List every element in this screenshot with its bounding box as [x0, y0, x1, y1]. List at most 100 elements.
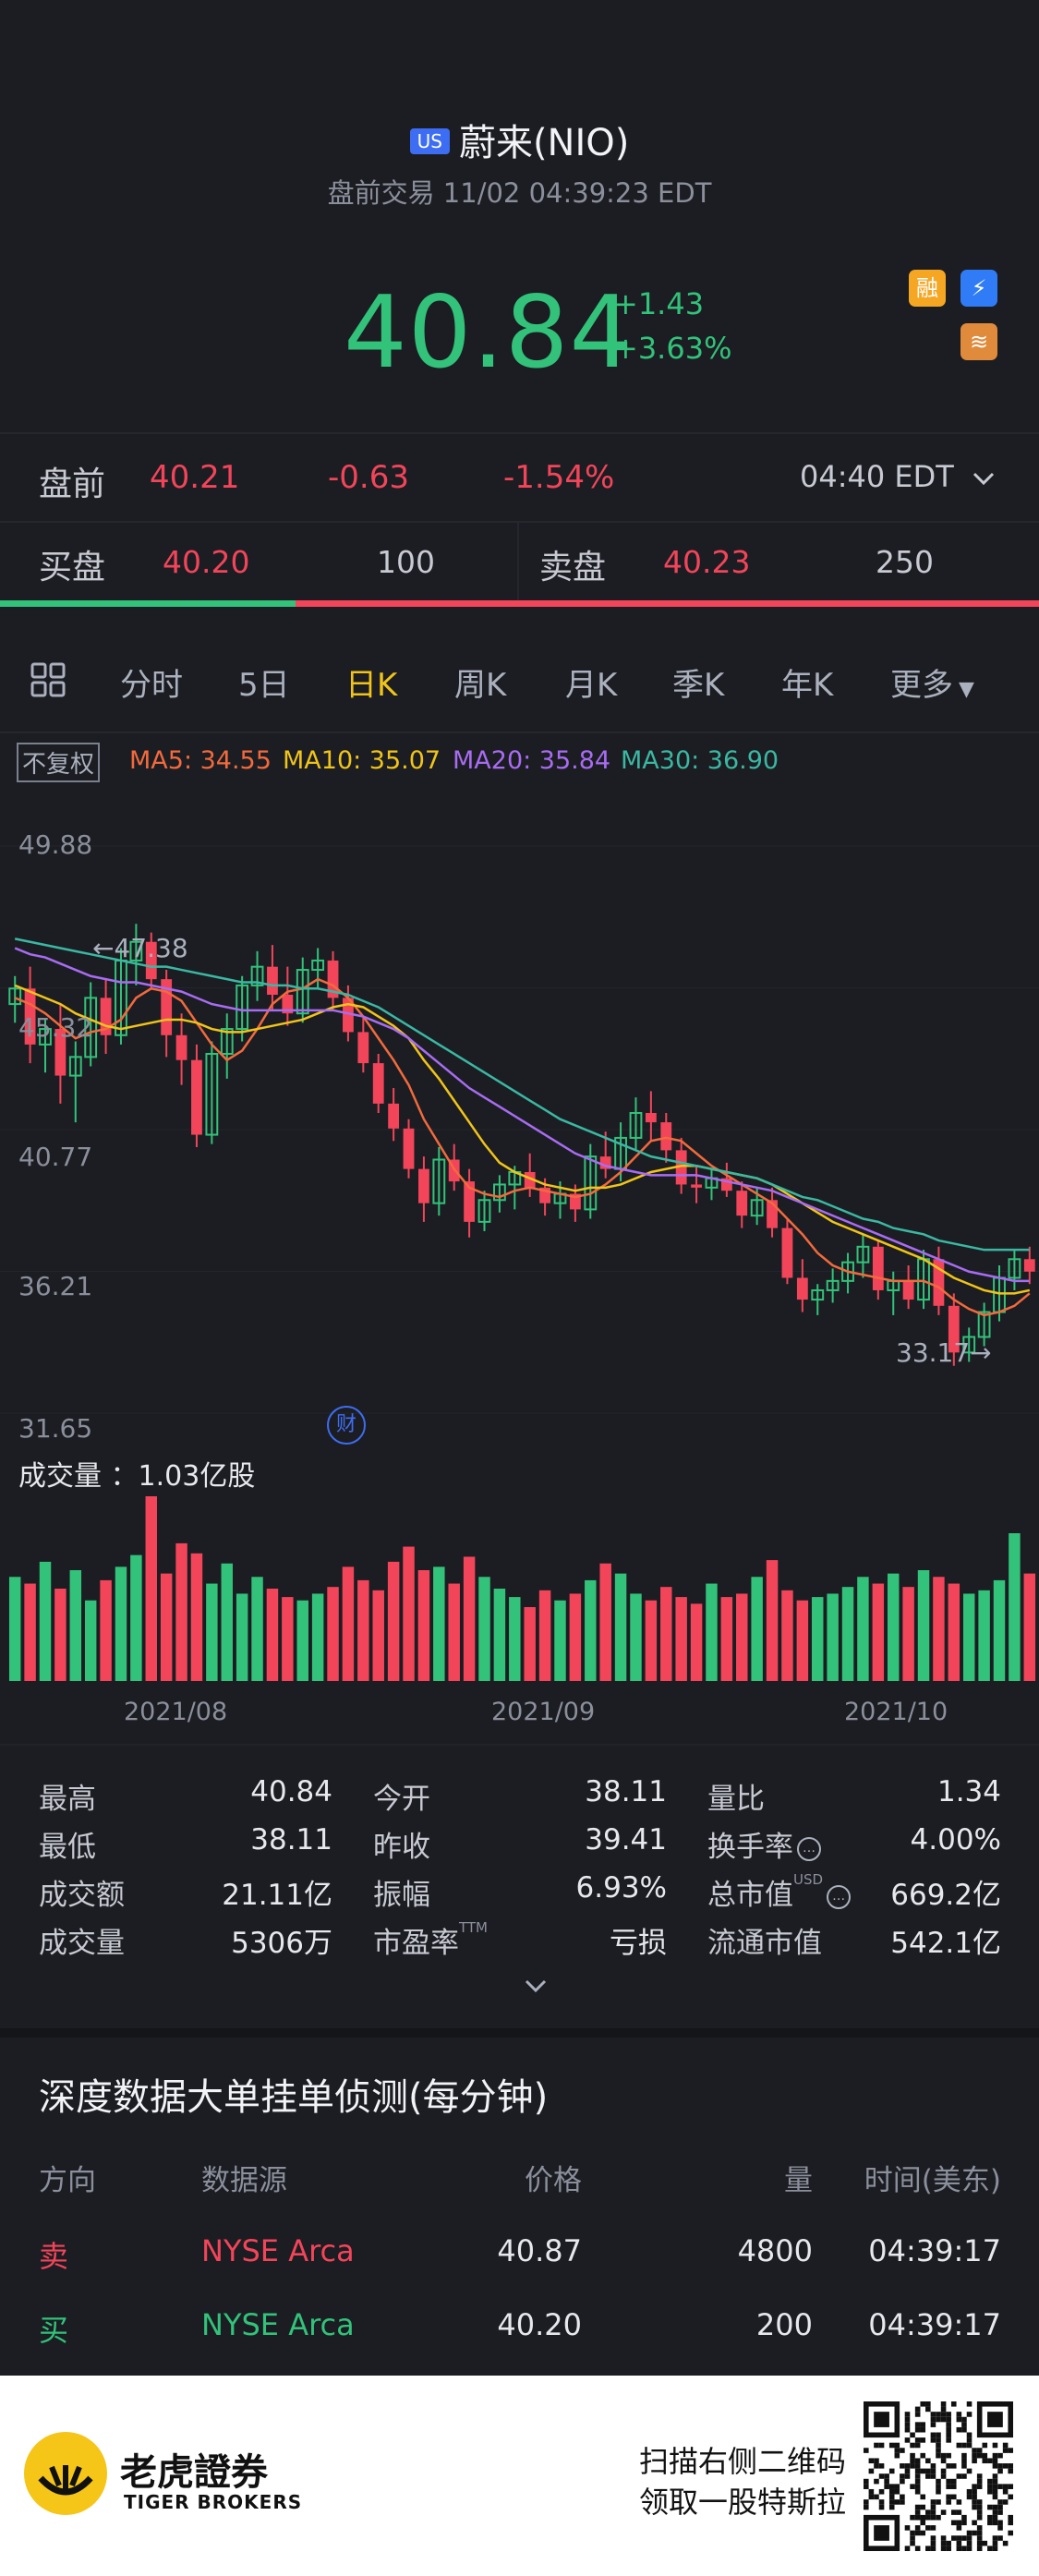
- qr-module: [900, 2499, 905, 2505]
- y-tick-label: 45.32: [18, 1012, 93, 1043]
- volume-bar: [24, 1583, 36, 1681]
- qr-module: [864, 2484, 869, 2489]
- qr-module: [997, 2484, 1003, 2489]
- qr-module: [925, 2525, 931, 2531]
- qr-module: [976, 2473, 983, 2479]
- qr-module: [966, 2437, 973, 2443]
- arrow-right-icon: →: [970, 1337, 992, 1368]
- premarket-time-dropdown[interactable]: 04:40 EDT: [800, 459, 997, 494]
- market-cap-label: 总市值USD…: [707, 1871, 852, 1913]
- qr-module: [940, 2458, 947, 2464]
- qr-module: [946, 2437, 951, 2443]
- tab-5day[interactable]: 5日: [238, 667, 290, 704]
- y-tick-label: 49.88: [18, 829, 93, 860]
- tab-daily[interactable]: 日K: [345, 667, 398, 704]
- volume-bar: [841, 1587, 854, 1681]
- qr-module: [956, 2525, 962, 2531]
- tab-quarterly[interactable]: 季K: [672, 667, 725, 704]
- qr-module: [961, 2442, 967, 2449]
- layers-icon[interactable]: ≋: [960, 323, 997, 360]
- pe-ratio-label: 市盈率TTM: [373, 1919, 488, 1961]
- qr-finder: [874, 2412, 889, 2427]
- candle-body: [767, 1200, 778, 1228]
- qr-module: [894, 2488, 900, 2495]
- qr-module: [972, 2504, 977, 2510]
- volume-bar: [433, 1566, 445, 1681]
- qr-module: [888, 2484, 895, 2489]
- volume-bar: [448, 1583, 460, 1681]
- volume-bar: [115, 1566, 127, 1681]
- candle-body: [24, 988, 36, 1045]
- volume-bar: [887, 1573, 900, 1681]
- stat-label: 最高: [39, 1783, 96, 1816]
- qr-module: [956, 2540, 962, 2546]
- qr-module: [914, 2468, 921, 2474]
- qr-module: [900, 2448, 905, 2453]
- qr-module: [987, 2488, 993, 2495]
- chevron-down-icon[interactable]: [523, 1977, 549, 1995]
- row-source: NYSE Arca: [201, 2233, 355, 2268]
- qr-module: [930, 2432, 936, 2438]
- qr-module: [987, 2484, 993, 2489]
- qr-module: [976, 2504, 983, 2510]
- qr-module: [972, 2488, 977, 2495]
- qr-module: [997, 2520, 1003, 2526]
- lightning-icon[interactable]: ⚡: [960, 270, 997, 307]
- qr-module: [920, 2422, 926, 2427]
- volume-bar: [554, 1600, 566, 1681]
- volume-bar: [175, 1542, 187, 1681]
- qr-module: [976, 2540, 983, 2546]
- qr-module: [910, 2530, 915, 2536]
- qr-module: [878, 2473, 885, 2479]
- qr-module: [946, 2412, 951, 2417]
- high-price-marker-value: 47.38: [114, 933, 188, 963]
- candle-body: [432, 1158, 446, 1204]
- qr-module: [914, 2473, 921, 2479]
- premarket-change: -0.63: [328, 459, 409, 496]
- qr-module: [956, 2535, 962, 2541]
- qr-module: [874, 2442, 879, 2449]
- qr-code-icon[interactable]: [864, 2401, 1013, 2551]
- y-tick-label: 31.65: [18, 1413, 93, 1444]
- info-icon[interactable]: …: [797, 1836, 821, 1861]
- qr-module: [914, 2463, 921, 2469]
- qr-module: [961, 2422, 967, 2427]
- grid-icon[interactable]: [30, 661, 66, 698]
- qr-module: [987, 2520, 993, 2526]
- tab-monthly[interactable]: 月K: [565, 667, 618, 704]
- qr-module: [956, 2520, 962, 2526]
- volume-bar: [766, 1560, 779, 1681]
- row-time: 04:39:17: [868, 2233, 1001, 2268]
- tab-more[interactable]: 更多 ▼: [890, 659, 974, 705]
- brand-name: 老虎證券: [120, 2451, 268, 2494]
- qr-module: [888, 2494, 895, 2500]
- qr-module: [920, 2401, 926, 2407]
- qr-module: [920, 2494, 926, 2500]
- qr-module: [992, 2514, 998, 2521]
- tab-intraday[interactable]: 分时: [120, 667, 183, 704]
- volume-chart[interactable]: [0, 1487, 1039, 1686]
- qr-module: [900, 2494, 905, 2500]
- qr-module: [982, 2442, 988, 2449]
- qr-module: [878, 2488, 885, 2495]
- qr-finder: [987, 2412, 1003, 2427]
- tab-yearly[interactable]: 年K: [781, 667, 834, 704]
- info-icon[interactable]: …: [827, 1884, 852, 1909]
- candlestick-chart[interactable]: [0, 813, 1039, 1441]
- qr-module: [976, 2452, 983, 2459]
- qr-module: [1002, 2488, 1009, 2495]
- qr-module: [976, 2478, 983, 2485]
- qr-module: [966, 2412, 973, 2417]
- qr-module: [950, 2520, 957, 2526]
- volume-bar: [857, 1577, 869, 1681]
- qr-module: [946, 2452, 951, 2459]
- earnings-icon[interactable]: 财: [327, 1406, 366, 1445]
- qr-module: [914, 2406, 921, 2413]
- qr-module: [894, 2442, 900, 2449]
- adjust-toggle[interactable]: 不复权: [17, 743, 101, 782]
- qr-module: [940, 2509, 947, 2515]
- volume-bar: [311, 1593, 324, 1681]
- tab-weekly[interactable]: 周K: [454, 667, 507, 704]
- margin-icon[interactable]: 融: [909, 270, 946, 307]
- qr-module: [904, 2422, 911, 2427]
